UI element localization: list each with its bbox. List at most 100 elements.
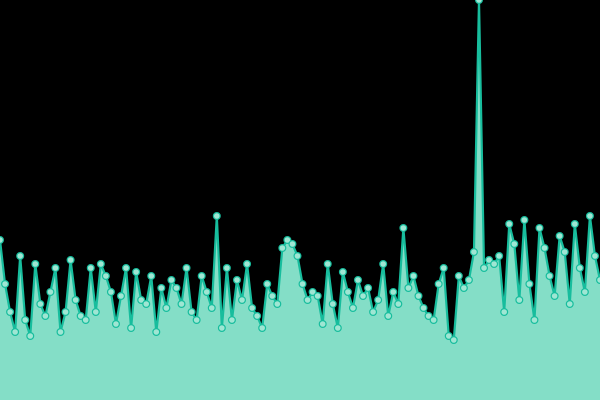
- data-point-marker: [454, 272, 463, 281]
- data-point-marker: [11, 328, 20, 337]
- data-point-marker: [111, 320, 120, 329]
- data-point-marker: [439, 264, 448, 273]
- data-point-marker: [500, 308, 509, 317]
- data-point-marker: [81, 316, 90, 325]
- data-point-markers: [0, 0, 600, 345]
- data-point-marker: [192, 316, 201, 325]
- data-point-marker: [414, 292, 423, 301]
- data-point-marker: [384, 312, 393, 321]
- data-point-marker: [303, 296, 312, 305]
- data-point-marker: [127, 324, 136, 333]
- data-point-marker: [46, 288, 55, 297]
- data-point-marker: [263, 280, 272, 289]
- data-point-marker: [359, 292, 368, 301]
- data-point-marker: [510, 240, 519, 249]
- data-point-marker: [167, 276, 176, 285]
- data-point-marker: [122, 264, 131, 273]
- data-point-marker: [51, 264, 60, 273]
- data-point-marker: [142, 300, 151, 309]
- data-point-marker: [182, 264, 191, 273]
- data-point-marker: [162, 304, 171, 313]
- data-point-marker: [596, 276, 600, 284]
- data-point-marker: [313, 292, 322, 301]
- data-point-marker: [409, 272, 418, 281]
- data-point-marker: [394, 300, 403, 309]
- data-point-marker: [273, 300, 282, 309]
- data-point-marker: [21, 316, 30, 325]
- data-point-marker: [338, 268, 347, 277]
- data-point-marker: [258, 324, 267, 333]
- data-point-marker: [16, 252, 25, 261]
- data-point-marker: [238, 296, 247, 305]
- data-point-marker: [222, 264, 231, 273]
- data-point-marker: [379, 260, 388, 269]
- data-point-marker: [268, 292, 277, 301]
- data-point-marker: [323, 260, 332, 269]
- data-point-marker: [1, 280, 10, 289]
- data-point-marker: [505, 220, 514, 229]
- data-point-marker: [469, 248, 478, 257]
- data-point-marker: [248, 304, 257, 313]
- data-point-marker: [364, 284, 373, 293]
- data-point-marker: [147, 272, 156, 281]
- data-point-marker: [132, 268, 141, 277]
- data-point-marker: [36, 300, 45, 309]
- data-point-marker: [66, 256, 75, 265]
- data-point-marker: [202, 288, 211, 297]
- data-point-marker: [545, 272, 554, 281]
- data-point-marker: [530, 316, 539, 325]
- data-point-marker: [308, 288, 317, 297]
- data-point-marker: [212, 212, 221, 221]
- data-point-marker: [41, 312, 50, 321]
- data-point-marker: [328, 300, 337, 309]
- data-point-marker: [152, 328, 161, 337]
- data-point-marker: [96, 260, 105, 269]
- data-point-marker: [293, 252, 302, 261]
- data-point-marker: [560, 248, 569, 257]
- data-series-line: [0, 0, 600, 342]
- data-point-marker: [318, 320, 327, 329]
- data-point-marker: [187, 308, 196, 317]
- data-point-marker: [424, 312, 433, 321]
- data-point-marker: [449, 336, 458, 345]
- data-point-marker: [580, 288, 589, 297]
- data-point-marker: [86, 264, 95, 273]
- data-point-marker: [288, 240, 297, 249]
- data-point-marker: [232, 276, 241, 285]
- data-point-marker: [106, 288, 115, 297]
- data-point-marker: [515, 296, 524, 305]
- data-point-marker: [227, 316, 236, 325]
- data-point-marker: [490, 260, 499, 269]
- data-point-marker: [6, 308, 15, 317]
- data-point-marker: [434, 280, 443, 289]
- data-point-marker: [464, 276, 473, 285]
- data-point-marker: [298, 280, 307, 289]
- data-point-marker: [540, 244, 549, 253]
- data-point-marker: [404, 284, 413, 293]
- data-point-marker: [525, 280, 534, 289]
- data-point-marker: [485, 256, 494, 265]
- data-point-marker: [0, 236, 4, 244]
- data-point-marker: [399, 224, 408, 233]
- data-point-marker: [369, 308, 378, 317]
- data-point-marker: [61, 308, 70, 317]
- data-point-marker: [474, 0, 483, 4]
- data-point-marker: [480, 264, 489, 273]
- data-point-marker: [353, 276, 362, 285]
- data-point-marker: [278, 244, 287, 253]
- data-point-marker: [197, 272, 206, 281]
- data-point-marker: [91, 308, 100, 317]
- data-point-marker: [419, 304, 428, 313]
- data-point-marker: [26, 332, 35, 341]
- data-point-marker: [348, 304, 357, 313]
- data-point-marker: [343, 288, 352, 297]
- data-point-marker: [76, 312, 85, 321]
- data-point-marker: [217, 324, 226, 333]
- data-point-marker: [535, 224, 544, 233]
- data-point-marker: [459, 284, 468, 293]
- data-point-marker: [429, 316, 438, 325]
- data-point-marker: [389, 288, 398, 297]
